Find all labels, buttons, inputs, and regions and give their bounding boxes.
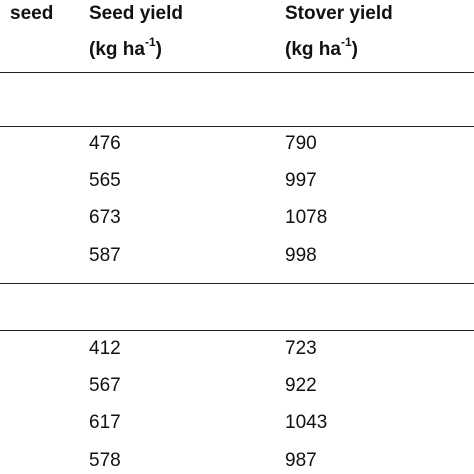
header-seed: seed xyxy=(10,3,54,24)
table-cell-seed-yield: 587 xyxy=(89,245,121,266)
table-cell-stover-yield: 723 xyxy=(285,338,317,359)
table-cell-stover-yield: 997 xyxy=(285,170,317,191)
table-cell-seed-yield: 578 xyxy=(89,450,121,471)
table-cell-seed-yield: 567 xyxy=(89,375,121,396)
header-stover-yield-unit: (kg ha-1) xyxy=(285,34,358,60)
table-cell-stover-yield: 1043 xyxy=(285,412,328,433)
header-seed-yield: Seed yield xyxy=(89,3,183,24)
header-rule xyxy=(0,72,474,73)
table-cell-stover-yield: 998 xyxy=(285,245,317,266)
table-cell-stover-yield: 1078 xyxy=(285,207,328,228)
table-cell-stover-yield: 790 xyxy=(285,133,317,154)
table-cell-seed-yield: 617 xyxy=(89,412,121,433)
table-cell-seed-yield: 673 xyxy=(89,207,121,228)
table-cell-seed-yield: 476 xyxy=(89,133,121,154)
group1-rule xyxy=(0,126,474,127)
group2-rule xyxy=(0,330,474,331)
header-stover-yield: Stover yield xyxy=(285,3,393,24)
group2-top-rule xyxy=(0,283,474,284)
header-seed-yield-unit: (kg ha-1) xyxy=(89,34,162,60)
table-cell-seed-yield: 565 xyxy=(89,170,121,191)
table-cell-stover-yield: 987 xyxy=(285,450,317,471)
table-cell-stover-yield: 922 xyxy=(285,375,317,396)
table-cell-seed-yield: 412 xyxy=(89,338,121,359)
